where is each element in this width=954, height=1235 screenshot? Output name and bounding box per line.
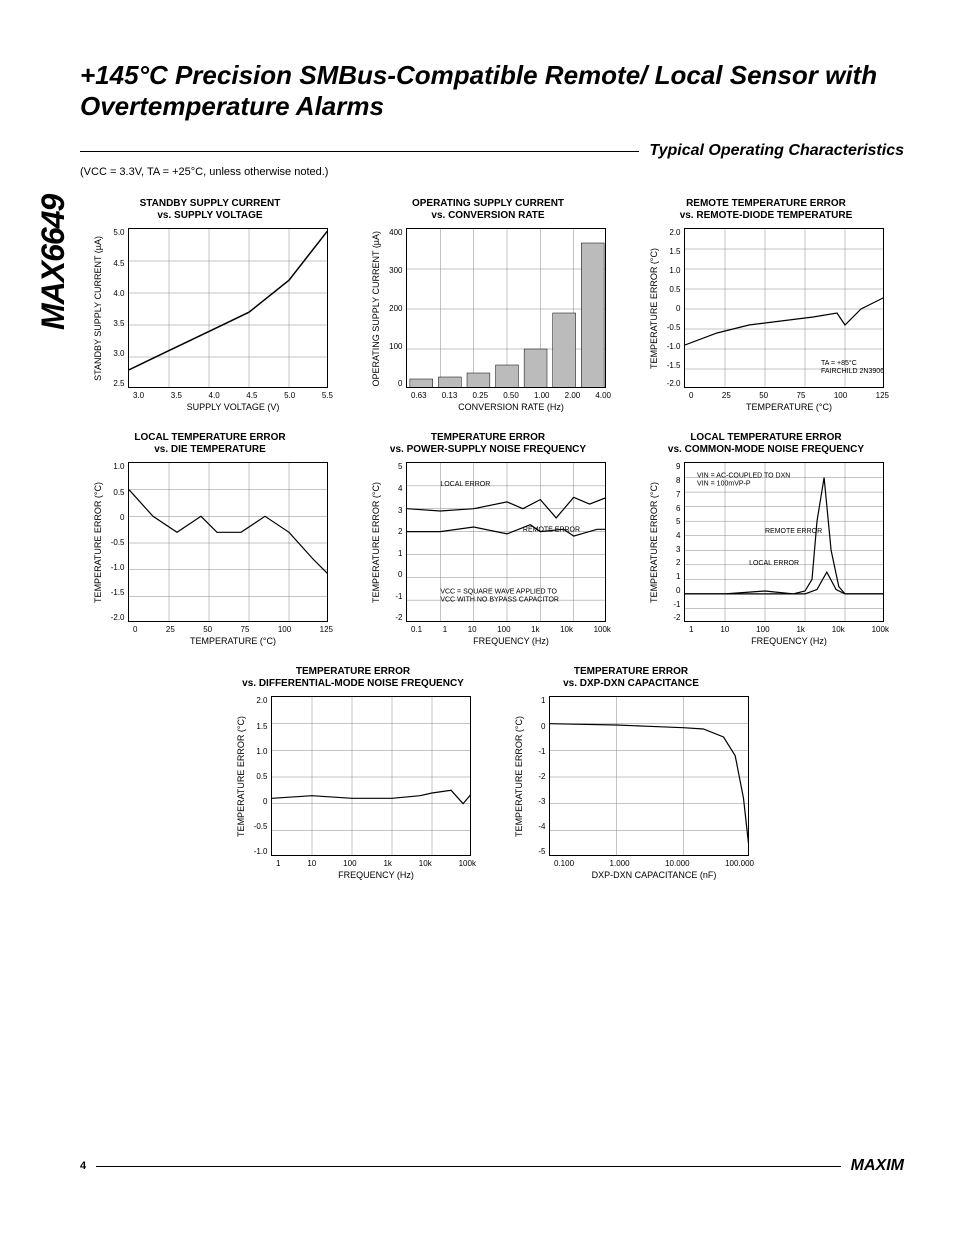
y-ticks: 5.04.54.03.53.02.5 [106,228,128,388]
chart-toc02: OPERATING SUPPLY CURRENTvs. CONVERSION R… [358,198,618,412]
y-ticks: 9876543210-1-2 [662,462,684,622]
x-axis-label: TEMPERATURE (°C) [689,402,889,412]
x-ticks: 1101001k10k100k [276,859,476,868]
x-ticks: 0255075100125 [689,391,889,400]
y-ticks: 4003002001000 [384,228,406,388]
x-ticks: 0.630.130.250.501.002.004.00 [411,391,611,400]
x-ticks: 1101001k10k100k [689,625,889,634]
svg-text:VCC = SQUARE WAVE APPLIED TO: VCC = SQUARE WAVE APPLIED TO [440,589,557,596]
x-axis-label: TEMPERATURE (°C) [133,636,333,646]
chart-title: TEMPERATURE ERRORvs. DXP-DXN CAPACITANCE [563,666,699,690]
svg-text:VIN = AC-COUPLED TO DXN: VIN = AC-COUPLED TO DXN [697,473,790,480]
chart-title: TEMPERATURE ERRORvs. POWER-SUPPLY NOISE … [390,432,586,456]
maxim-logo: MAXIM [851,1157,904,1175]
section-title: Typical Operating Characteristics [649,142,904,160]
x-axis-label: FREQUENCY (Hz) [276,870,476,880]
chart-toc05: TEMPERATURE ERRORvs. POWER-SUPPLY NOISE … [358,432,618,646]
x-axis-label: SUPPLY VOLTAGE (V) [133,402,333,412]
plot-area [128,462,328,622]
y-axis-label: TEMPERATURE ERROR (°C) [371,482,381,603]
svg-text:TA = +85°C: TA = +85°C [821,359,857,367]
page-number: 4 [80,1160,86,1172]
part-number-sidebar: MAX6649 [35,195,72,330]
chart-toc03: REMOTE TEMPERATURE ERRORvs. REMOTE-DIODE… [636,198,896,412]
x-ticks: 0255075100125 [133,625,333,634]
x-ticks: 0.1001.00010.000100.000 [554,859,754,868]
chart-toc06: LOCAL TEMPERATURE ERRORvs. COMMON-MODE N… [636,432,896,646]
plot-area [406,228,606,388]
chart-toc04: LOCAL TEMPERATURE ERRORvs. DIE TEMPERATU… [80,432,340,646]
x-ticks: 0.11101001k10k100k [411,625,611,634]
y-axis-label: TEMPERATURE ERROR (°C) [236,716,246,837]
chart-title: TEMPERATURE ERRORvs. DIFFERENTIAL-MODE N… [242,666,464,690]
chart-toc01: STANDBY SUPPLY CURRENTvs. SUPPLY VOLTAGE… [80,198,340,412]
x-ticks: 3.03.54.04.55.05.5 [133,391,333,400]
x-axis-label: CONVERSION RATE (Hz) [411,402,611,412]
plot-area [549,696,749,856]
chart-title: LOCAL TEMPERATURE ERRORvs. DIE TEMPERATU… [134,432,285,456]
x-axis-label: DXP-DXN CAPACITANCE (nF) [554,870,754,880]
svg-text:LOCAL ERROR: LOCAL ERROR [749,560,799,567]
chart-title: OPERATING SUPPLY CURRENTvs. CONVERSION R… [412,198,564,222]
chart-toc07: TEMPERATURE ERRORvs. DIFFERENTIAL-MODE N… [223,666,483,880]
chart-title: STANDBY SUPPLY CURRENTvs. SUPPLY VOLTAGE [140,198,281,222]
svg-text:VCC WITH NO BYPASS CAPACITOR: VCC WITH NO BYPASS CAPACITOR [440,597,559,604]
test-conditions: (VCC = 3.3V, TA = +25°C, unless otherwis… [80,166,904,178]
y-ticks: 2.01.51.00.50-0.5-1.0 [249,696,271,856]
svg-text:VIN = 100mVP-P: VIN = 100mVP-P [697,481,751,488]
svg-text:REMOTE ERROR: REMOTE ERROR [765,528,822,535]
x-axis-label: FREQUENCY (Hz) [689,636,889,646]
plot-area: LOCAL ERROR REMOTE ERROR VCC = SQUARE WAVE… [406,462,606,622]
page-title: +145°C Precision SMBus-Compatible Remote… [80,60,904,122]
chart-title: LOCAL TEMPERATURE ERRORvs. COMMON-MODE N… [668,432,864,456]
y-axis-label: TEMPERATURE ERROR (°C) [93,482,103,603]
y-ticks: 1.00.50-0.5-1.0-1.5-2.0 [106,462,128,622]
chart-toc08: TEMPERATURE ERRORvs. DXP-DXN CAPACITANCE… [501,666,761,880]
plot-area [271,696,471,856]
charts-grid: STANDBY SUPPLY CURRENTvs. SUPPLY VOLTAGE… [80,198,904,880]
y-ticks: 10-1-2-3-4-5 [527,696,549,856]
y-axis-label: OPERATING SUPPLY CURRENT (µA) [371,231,381,387]
y-ticks: 543210-1-2 [384,462,406,622]
y-axis-label: TEMPERATURE ERROR (°C) [514,716,524,837]
y-axis-label: TEMPERATURE ERROR (°C) [649,482,659,603]
plot-area: TA = +85°CFAIRCHILD 2N3906 [684,228,884,388]
chart-title: REMOTE TEMPERATURE ERRORvs. REMOTE-DIODE… [680,198,853,222]
plot-area: VIN = AC-COUPLED TO DXNVIN = 100mVP-P REM… [684,462,884,622]
svg-text:LOCAL ERROR: LOCAL ERROR [440,481,490,488]
y-ticks: 2.01.51.00.50-0.5-1.0-1.5-2.0 [662,228,684,388]
svg-text:REMOTE ERROR: REMOTE ERROR [522,527,579,534]
y-axis-label: TEMPERATURE ERROR (°C) [649,248,659,369]
y-axis-label: STANDBY SUPPLY CURRENT (µA) [93,236,103,381]
x-axis-label: FREQUENCY (Hz) [411,636,611,646]
svg-text:FAIRCHILD 2N3906: FAIRCHILD 2N3906 [821,368,884,375]
section-rule [80,151,639,152]
plot-area [128,228,328,388]
footer-rule [96,1166,841,1167]
